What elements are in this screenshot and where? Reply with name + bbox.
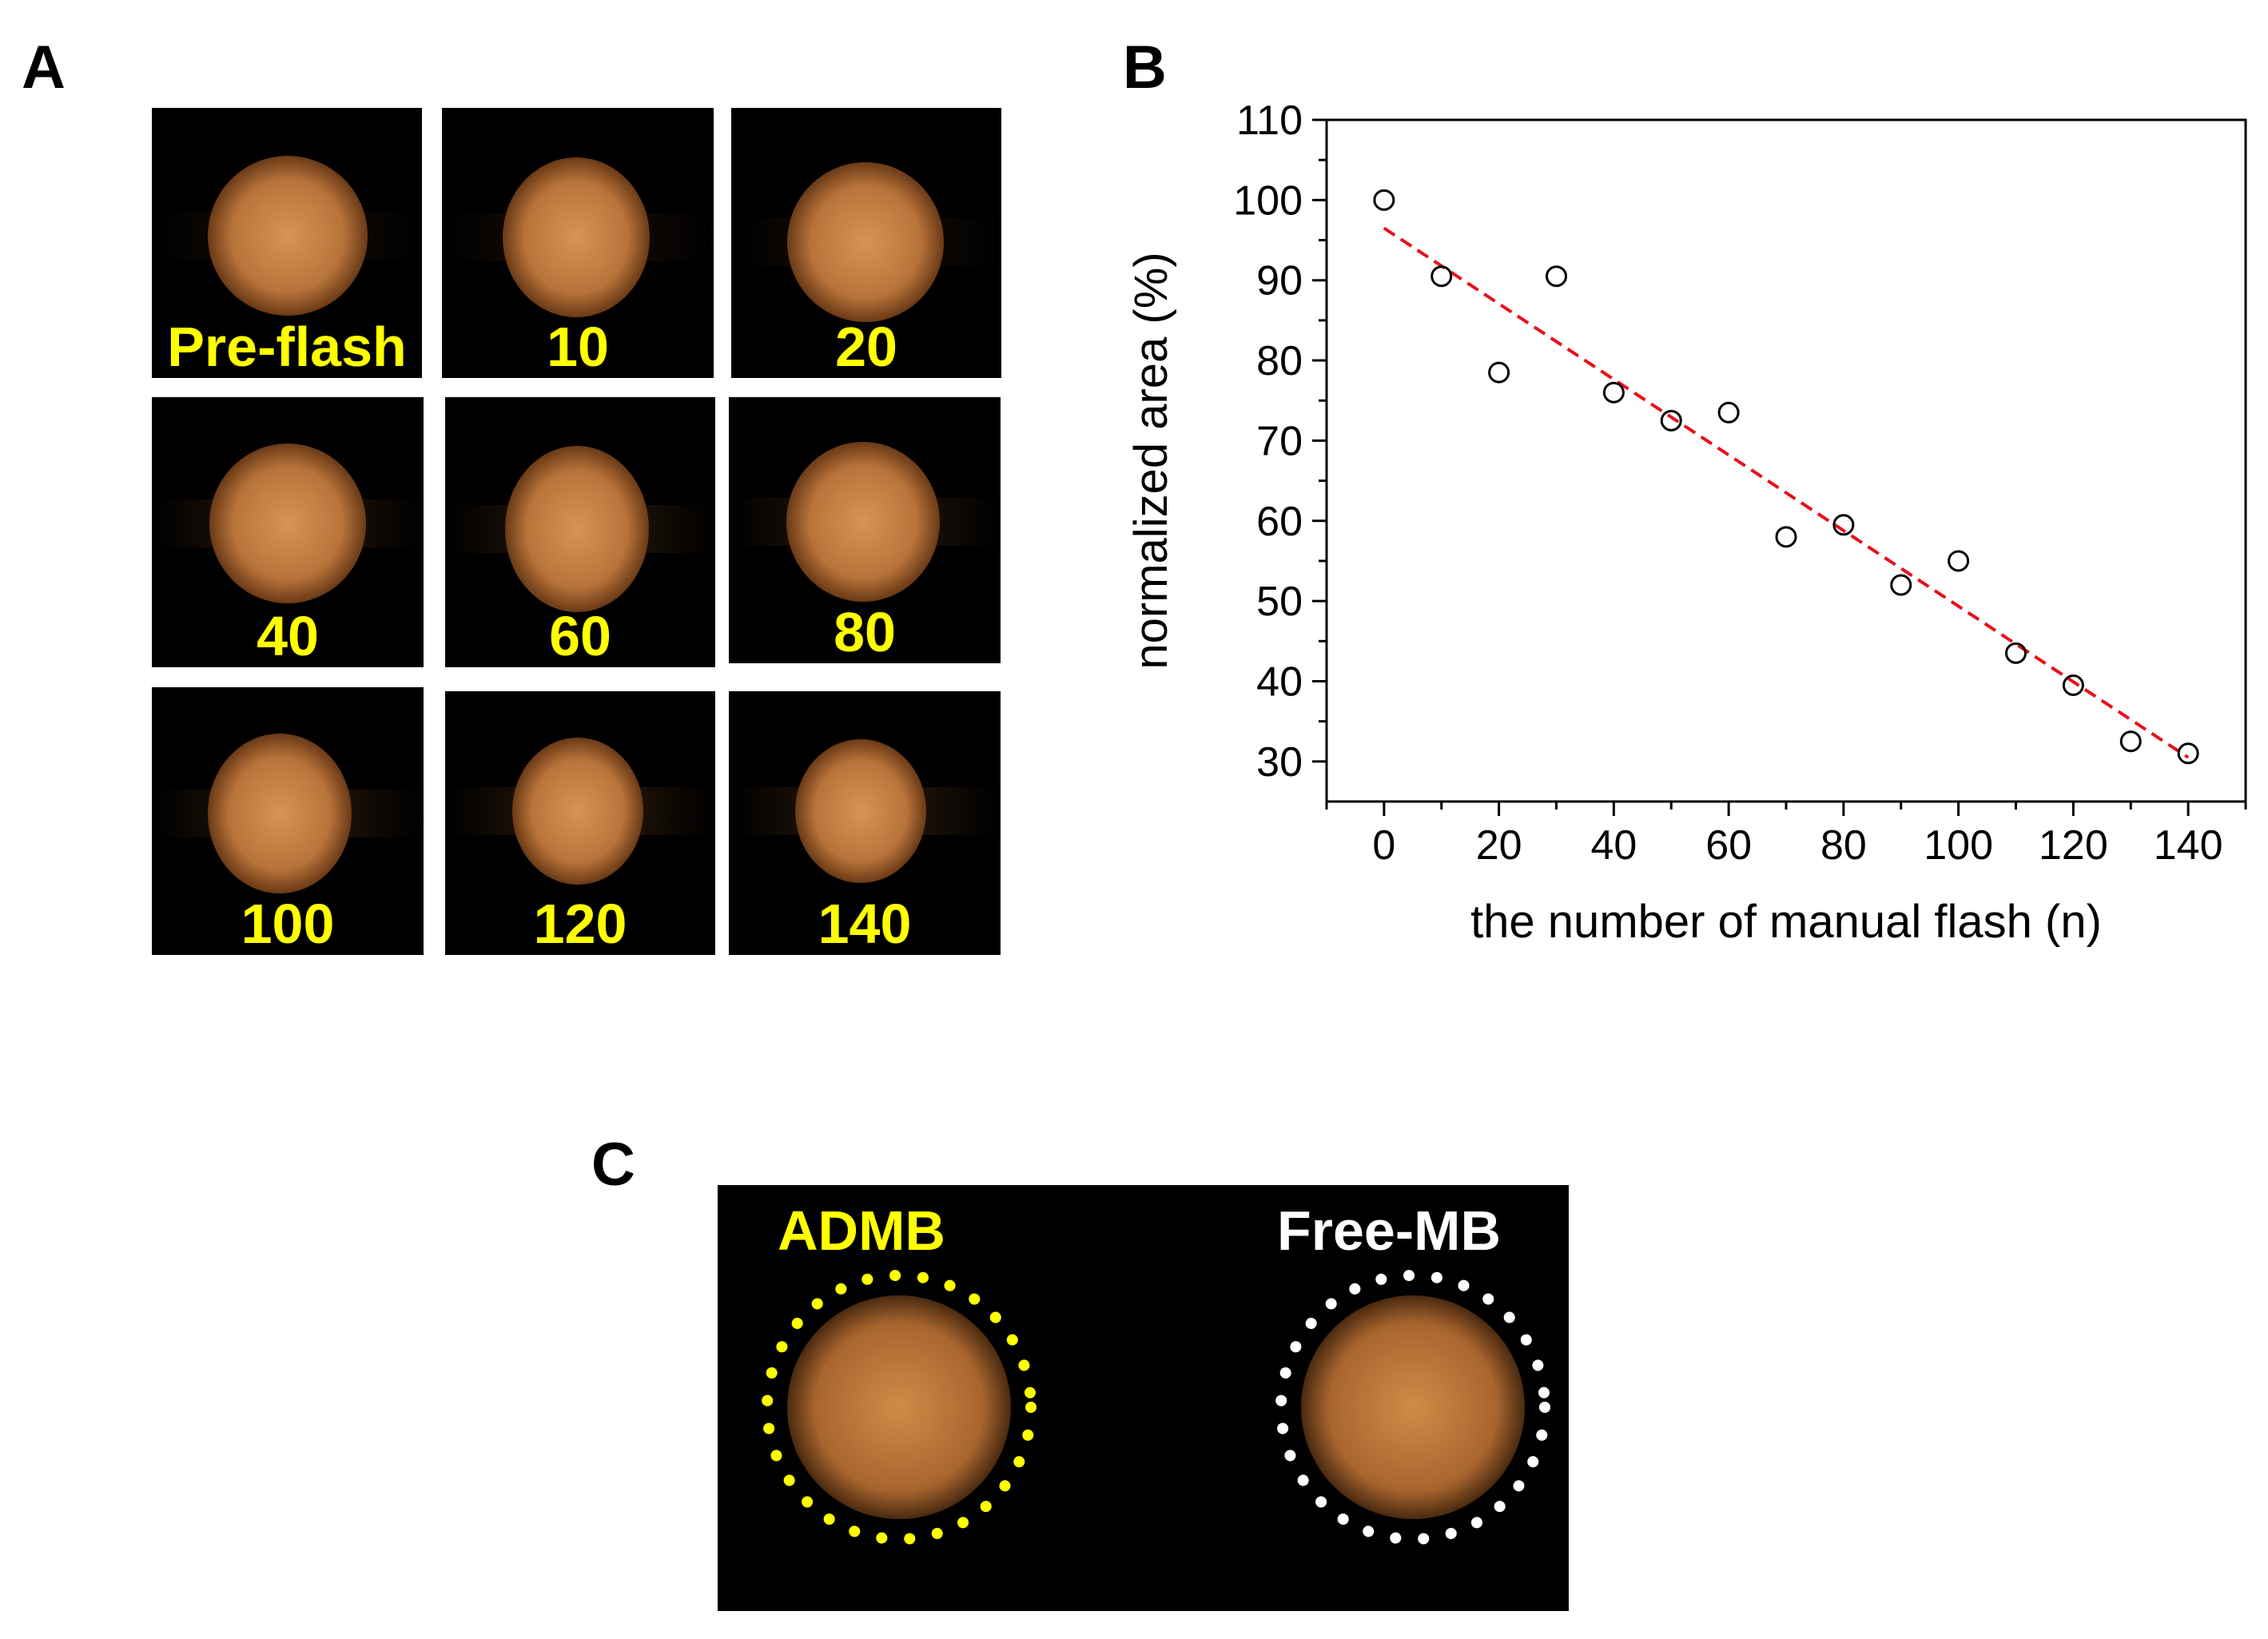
x-tick-label: 120 — [2039, 822, 2108, 869]
ultrasound-blob — [442, 157, 714, 317]
data-point — [1832, 514, 1855, 536]
y-tick-label: 30 — [1256, 739, 1303, 786]
plot-frame — [1325, 118, 2247, 803]
free-mb-label: Free-MB — [1277, 1199, 1502, 1262]
data-point — [2119, 730, 2142, 753]
y-tick-label: 100 — [1233, 177, 1303, 224]
tile-label: 20 — [835, 316, 897, 378]
tile-label: 60 — [549, 605, 611, 667]
ultrasound-tile: Pre-flash — [152, 108, 422, 378]
y-tick-label: 50 — [1256, 579, 1303, 625]
ultrasound-tile: 60 — [445, 397, 715, 667]
ultrasound-blob — [445, 446, 715, 612]
panel-b-chart: 0 20 40 60 80 100 120 140 30 40 50 60 70 80 90 100 110 th… — [1125, 97, 2247, 948]
free-mb-dotted-ring — [1275, 1270, 1550, 1545]
tile-label: 120 — [533, 893, 627, 955]
ultrasound-tile: 80 — [729, 397, 1001, 663]
admb-label: ADMB — [778, 1199, 945, 1262]
ultrasound-tile: 120 — [445, 691, 715, 955]
tile-label: 100 — [241, 893, 335, 955]
ultrasound-blob — [152, 734, 424, 893]
ultrasound-tile: 40 — [152, 397, 424, 667]
trend-line — [1383, 226, 2190, 759]
y-tick-label: 60 — [1256, 499, 1303, 545]
ultrasound-tile: 10 — [442, 108, 714, 378]
panel-c-blobs — [762, 1270, 1550, 1545]
data-point — [1546, 265, 1567, 288]
data-point — [1890, 574, 1912, 596]
data-point — [2005, 642, 2027, 664]
y-tick-label: 40 — [1256, 658, 1303, 705]
data-point — [1775, 526, 1797, 548]
data-point — [1717, 401, 1740, 424]
data-point — [1602, 381, 1625, 404]
ultrasound-tile: 140 — [729, 691, 1001, 955]
data-point — [1373, 189, 1395, 211]
ultrasound-blob — [152, 444, 424, 603]
x-tick-label: 100 — [1924, 822, 1993, 869]
ultrasound-blob — [445, 738, 715, 885]
panel-a-letter: A — [22, 34, 66, 101]
y-tick-label: 70 — [1256, 418, 1303, 464]
data-point — [2062, 674, 2084, 696]
tile-label: 140 — [818, 893, 912, 955]
x-tick-label: 20 — [1476, 822, 1522, 869]
ultrasound-blob — [729, 739, 1001, 883]
x-tick-label: 80 — [1820, 822, 1867, 869]
ultrasound-tile: 20 — [731, 108, 1001, 378]
panel-b-letter: B — [1123, 34, 1167, 101]
data-point — [1488, 361, 1510, 384]
ultrasound-blob — [731, 162, 1001, 322]
tile-label: Pre-flash — [167, 316, 407, 378]
data-point — [1948, 550, 1970, 572]
y-tick-label: 80 — [1256, 338, 1303, 384]
ultrasound-blob — [152, 156, 422, 316]
x-axis-label: the number of manual flash (n) — [1470, 896, 2102, 948]
panel-c-letter: C — [591, 1131, 635, 1199]
data-point — [1660, 409, 1682, 432]
y-axis-label: normalized area (%) — [1125, 252, 1177, 669]
x-tick-label: 60 — [1705, 822, 1752, 869]
tile-label: 40 — [257, 605, 319, 667]
tile-label: 80 — [834, 601, 896, 663]
admb-blob — [787, 1295, 1011, 1519]
free-mb-blob — [1301, 1295, 1525, 1519]
x-tick-label: 0 — [1372, 822, 1395, 869]
y-tick-label: 110 — [1236, 97, 1303, 144]
y-tick-label: 90 — [1256, 258, 1303, 304]
data-point — [2177, 742, 2199, 765]
x-tick-label: 40 — [1590, 822, 1637, 869]
data-point — [1430, 265, 1453, 288]
tile-label: 10 — [547, 316, 609, 378]
ultrasound-blob — [729, 442, 1001, 602]
ultrasound-tile: 100 — [152, 687, 424, 955]
admb-dotted-ring — [762, 1270, 1037, 1545]
panel-c-image: ADMB Free-MB — [718, 1185, 1569, 1611]
x-tick-label: 140 — [2154, 822, 2223, 869]
